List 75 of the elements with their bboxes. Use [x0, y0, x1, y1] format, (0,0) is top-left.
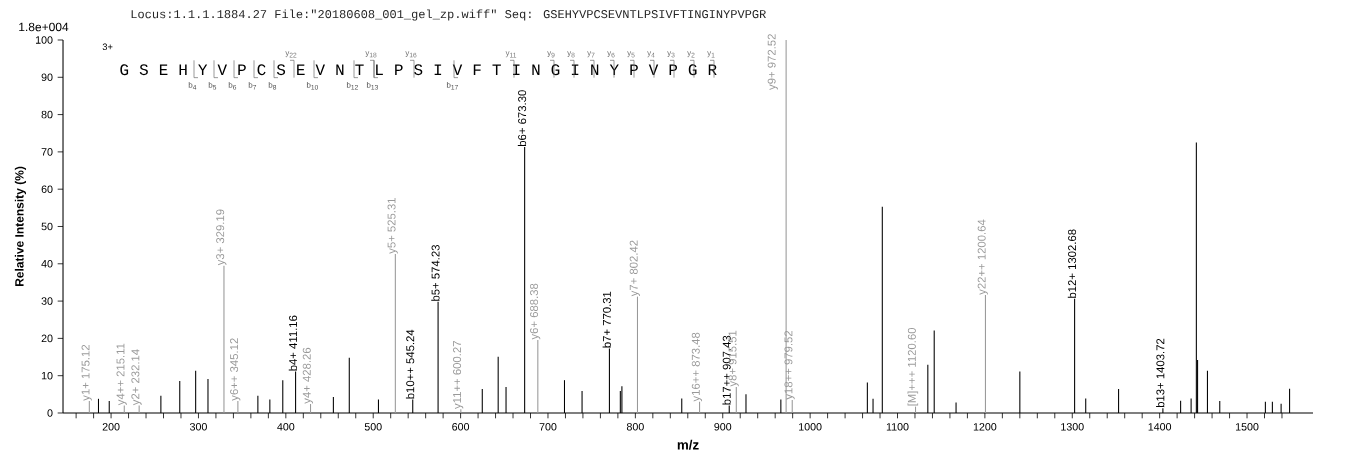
annotation: y22++ 1200.64: [977, 219, 988, 295]
x-tick-label: 300: [189, 423, 207, 431]
annotation: b6+ 673.30: [517, 90, 527, 147]
x-tick-label: 200: [102, 423, 120, 431]
text: 1.8e+004: [19, 22, 69, 32]
annotation: b$_{5}$: [208, 81, 217, 90]
annotation: b$_{4}$: [188, 81, 197, 90]
annotation: y$_{4}$: [647, 51, 655, 58]
annotation: y11++ 600.27: [453, 341, 464, 409]
annotation: b$_{8}$: [268, 81, 277, 90]
annotation: y6+ 688.38: [530, 283, 541, 340]
annotation: b$_{13}$: [366, 81, 378, 90]
annotation: y$_{11}$: [505, 51, 517, 58]
annotation: y$_{3}$: [667, 51, 675, 58]
annotation: b4+ 411.16: [288, 315, 298, 371]
annotation: b$_{6}$: [228, 81, 237, 90]
y-tick-label: 70: [41, 148, 53, 156]
annotation: y$_{22}$: [285, 51, 297, 58]
annotation: y7+ 802.42: [629, 240, 640, 297]
x-tick-label: 1000: [799, 423, 822, 431]
annotation: y$_{16}$: [405, 51, 417, 58]
annotation: b12+ 1302.68: [1067, 229, 1077, 298]
annotation: y$_{7}$: [587, 51, 595, 58]
y-axis-title: Relative Intensity (%): [14, 166, 27, 287]
annotation: b$_{7}$: [248, 81, 257, 90]
annotation: y2+ 232.14: [131, 349, 142, 406]
annotation: y5+ 525.31: [387, 197, 398, 254]
y-tick-label: 0: [47, 409, 53, 417]
y-tick-label: 100: [35, 36, 53, 44]
x-tick-label: 1100: [886, 423, 909, 431]
annotation: b$_{17}$: [446, 81, 458, 90]
x-tick-label: 900: [714, 423, 732, 431]
annotation: y4++ 215.11: [116, 343, 127, 406]
x-tick-label: 1200: [973, 423, 997, 431]
annotation: y4+ 428.26: [302, 347, 313, 404]
annotation: y$_{9}$: [547, 51, 555, 58]
annotation: y6++ 345.12: [230, 338, 241, 401]
x-tick-label: 700: [539, 423, 557, 431]
annotation: [M]+++ 1120.60: [907, 327, 919, 406]
y-tick-label: 60: [41, 185, 53, 193]
x-tick-label: 800: [626, 423, 644, 431]
y-tick-label: 50: [41, 222, 53, 231]
annotation: y16++ 873.48: [691, 332, 703, 402]
annotation: y$_{1}$: [707, 51, 715, 58]
annotation: y$_{2}$: [687, 51, 695, 58]
x-tick-label: 1300: [1061, 423, 1084, 431]
y-tick-label: 20: [41, 334, 53, 343]
y-tick-label: 40: [41, 260, 53, 268]
annotation: y18++ 979.52: [784, 330, 795, 400]
annotation: y1+ 175.12: [81, 344, 92, 401]
y-tick-label: 80: [41, 110, 53, 119]
annotation: G S E H Y V P C S E V N T L P S I V F T I N G I N Y P V P G R: [120, 64, 717, 76]
annotation: y$_{5}$: [627, 51, 635, 58]
annotation: 3+: [102, 43, 113, 51]
annotation: b$_{10}$: [306, 81, 319, 90]
annotation: b5+ 574.23: [431, 245, 440, 301]
x-axis-title: m/z: [677, 439, 699, 450]
annotation: b7+ 770.31: [602, 291, 611, 348]
x-tick-label: 600: [452, 423, 470, 431]
annotation: y3+ 329.19: [216, 209, 227, 266]
x-tick-label: 400: [277, 423, 295, 431]
annotation: b10++ 545.24: [405, 329, 415, 399]
x-tick-label: 1400: [1148, 423, 1172, 431]
annotation: y9+ 972.52: [767, 34, 778, 90]
y-tick-label: 10: [41, 371, 53, 380]
annotation: b$_{12}$: [346, 81, 358, 90]
annotation: y$_{6}$: [607, 51, 615, 58]
annotation: y$_{8}$: [567, 51, 575, 58]
annotation: y$_{18}$: [365, 51, 377, 58]
y-tick-label: 90: [41, 73, 53, 82]
annotation: b13+ 1403.72: [1156, 338, 1165, 408]
x-tick-label: 1500: [1235, 423, 1259, 431]
y-tick-label: 30: [41, 297, 53, 305]
chart-title: Locus:1.1.1.1884.27 File:"20180608_001_gel_zp.wiff" Seq: GSEHYVPCSEVNTLPSIVFTINGINYPVPGR: [131, 9, 766, 21]
x-tick-label: 500: [364, 423, 382, 431]
